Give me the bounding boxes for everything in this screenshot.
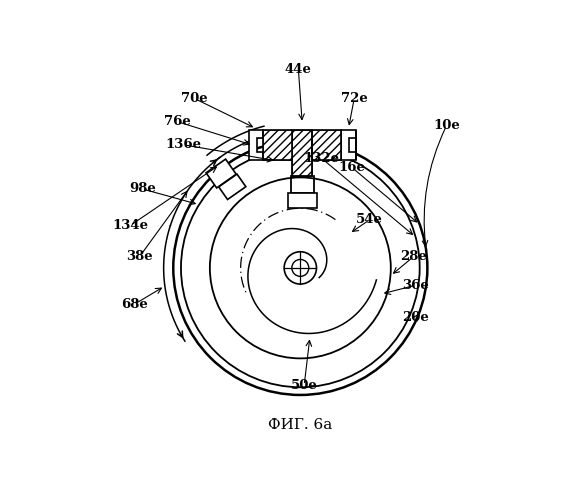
Bar: [206, 159, 236, 188]
Text: 50e: 50e: [291, 379, 318, 392]
Text: 20e: 20e: [403, 312, 429, 324]
Text: ФИГ. 6a: ФИГ. 6a: [268, 418, 332, 432]
Text: 72e: 72e: [341, 92, 367, 105]
Circle shape: [292, 260, 309, 276]
Bar: [263, 130, 292, 160]
Text: 38e: 38e: [127, 250, 153, 263]
Text: 16e: 16e: [339, 162, 366, 174]
Polygon shape: [248, 130, 263, 160]
Text: 28e: 28e: [400, 250, 427, 263]
Circle shape: [173, 141, 427, 395]
Text: 98e: 98e: [129, 182, 156, 196]
Bar: [292, 130, 312, 176]
Text: 136e: 136e: [165, 138, 201, 151]
Circle shape: [181, 148, 420, 387]
Circle shape: [210, 178, 391, 358]
Text: 70e: 70e: [181, 92, 208, 105]
Text: 10e: 10e: [433, 119, 460, 132]
Bar: [263, 130, 292, 160]
Text: 54e: 54e: [356, 214, 383, 226]
Bar: [288, 192, 316, 208]
Text: 44e: 44e: [285, 63, 312, 76]
Text: 132e: 132e: [304, 152, 339, 164]
Bar: [292, 130, 312, 176]
Polygon shape: [341, 130, 356, 160]
Text: 134e: 134e: [112, 219, 148, 232]
Circle shape: [284, 252, 316, 284]
Bar: [219, 174, 246, 200]
Bar: [312, 130, 341, 160]
Text: 76e: 76e: [163, 115, 190, 128]
Bar: [312, 130, 341, 160]
Text: 36e: 36e: [403, 278, 429, 291]
Text: 68e: 68e: [121, 298, 148, 311]
